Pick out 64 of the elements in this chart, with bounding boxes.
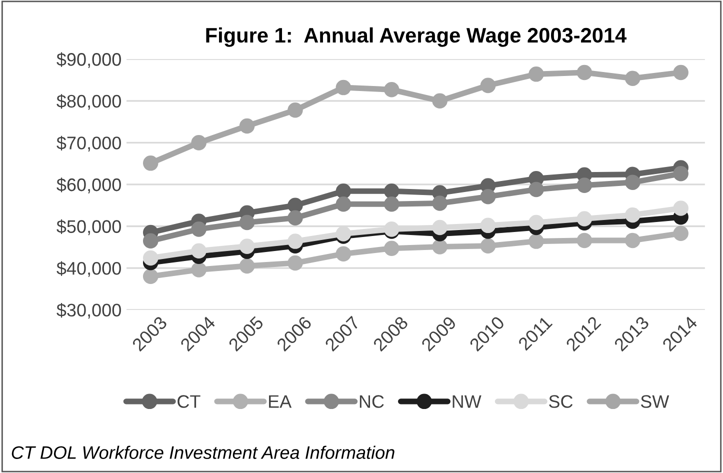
point bbox=[624, 207, 640, 223]
point bbox=[673, 166, 688, 182]
point bbox=[336, 80, 352, 96]
point bbox=[288, 210, 303, 226]
point bbox=[432, 93, 448, 109]
point bbox=[480, 218, 496, 234]
y-tick-label: $80,000 bbox=[56, 94, 121, 110]
y-tick-label: $40,000 bbox=[56, 261, 121, 277]
point bbox=[576, 178, 592, 193]
point bbox=[239, 118, 255, 134]
point bbox=[624, 174, 640, 190]
point bbox=[480, 188, 496, 204]
point bbox=[336, 184, 352, 199]
point bbox=[432, 220, 448, 236]
point bbox=[384, 196, 400, 212]
point bbox=[239, 214, 255, 230]
y-tick-label: $30,000 bbox=[56, 302, 121, 319]
y-tick-label: $50,000 bbox=[56, 219, 121, 236]
point bbox=[191, 135, 206, 150]
point bbox=[624, 232, 640, 248]
point bbox=[239, 238, 255, 254]
point bbox=[624, 70, 640, 86]
point bbox=[384, 82, 400, 98]
point bbox=[142, 156, 158, 171]
point bbox=[673, 200, 688, 216]
text: CT DOL Workforce Investment Area Information bbox=[12, 446, 394, 459]
point bbox=[384, 184, 400, 199]
legend-label: EA bbox=[269, 395, 292, 408]
point bbox=[432, 239, 448, 254]
y-tick-label: $60,000 bbox=[56, 178, 121, 194]
point bbox=[142, 268, 158, 284]
point bbox=[336, 246, 352, 262]
point bbox=[480, 78, 496, 94]
point bbox=[239, 258, 255, 274]
y-tick-label: $90,000 bbox=[56, 52, 121, 68]
point bbox=[528, 66, 544, 82]
point bbox=[480, 238, 496, 254]
point bbox=[576, 64, 592, 80]
point bbox=[673, 64, 688, 80]
point bbox=[576, 211, 592, 226]
point bbox=[528, 182, 544, 198]
point bbox=[191, 262, 206, 278]
point bbox=[288, 255, 303, 271]
legend-label: NC bbox=[360, 395, 384, 408]
y-tick-label: $70,000 bbox=[56, 136, 121, 152]
legend-label: SC bbox=[549, 395, 573, 408]
point bbox=[142, 250, 158, 266]
chart-title: Figure 1: Annual Average Wage 2003-2014 bbox=[206, 27, 627, 47]
legend-label: NW bbox=[452, 395, 482, 408]
point bbox=[528, 234, 544, 249]
point bbox=[288, 234, 303, 249]
point bbox=[576, 232, 592, 248]
point bbox=[673, 226, 688, 241]
point bbox=[191, 243, 206, 259]
point bbox=[191, 222, 206, 237]
point bbox=[142, 233, 158, 249]
point bbox=[288, 102, 303, 118]
point bbox=[528, 214, 544, 230]
point bbox=[384, 240, 400, 256]
point bbox=[336, 196, 352, 212]
legend-label: SW bbox=[640, 395, 670, 408]
point bbox=[432, 196, 448, 211]
point bbox=[288, 198, 303, 213]
legend-label: CT bbox=[178, 395, 200, 408]
